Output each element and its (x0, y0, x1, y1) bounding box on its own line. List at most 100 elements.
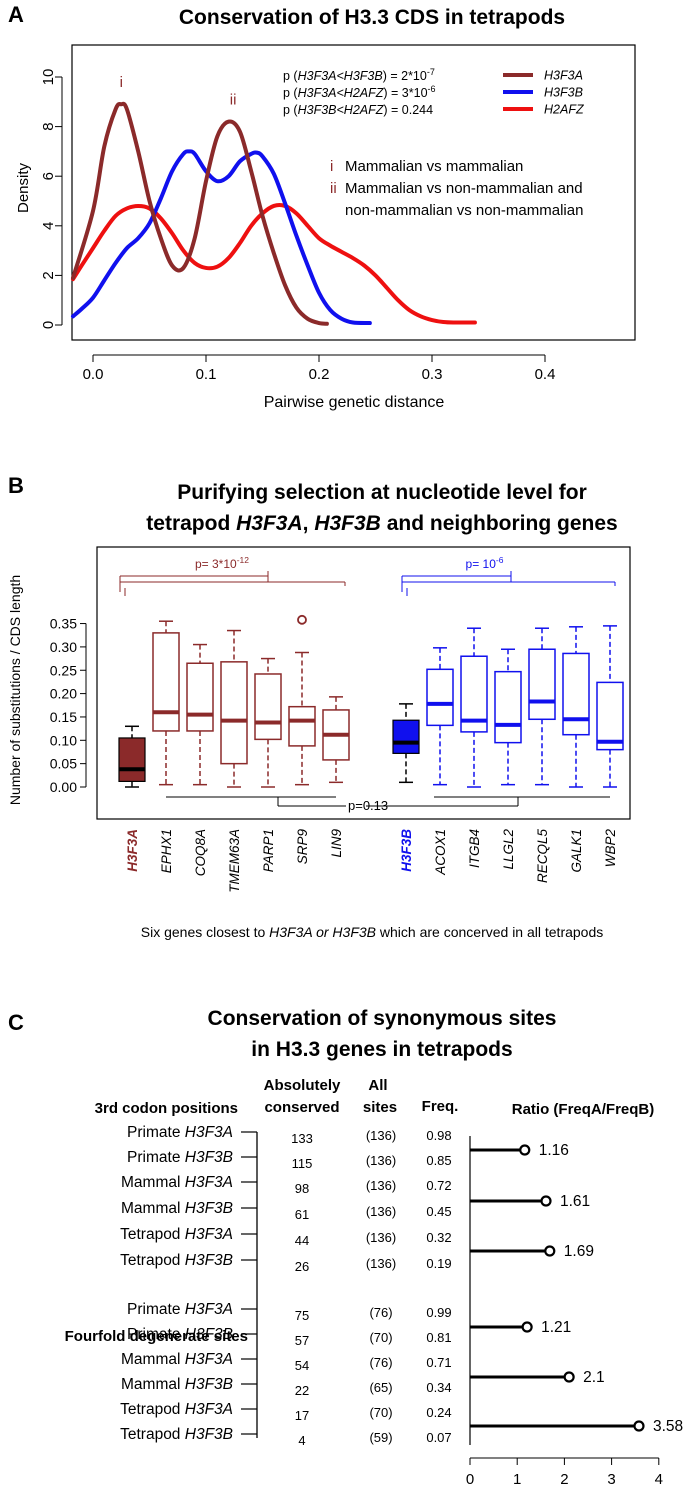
header-all: All (368, 1077, 387, 1094)
panel-c-title-line1: Conservation of synonymous sites (208, 1007, 557, 1030)
abs-conserved-value: 57 (295, 1333, 309, 1348)
bracket-pvalue: p= 10-6 (466, 555, 504, 571)
text-span: H3F3B (185, 1426, 233, 1443)
pvalue-line: p (H3F3A<H2AFZ) = 3*10-6 (283, 84, 436, 100)
y-tick-label: 10 (40, 69, 57, 86)
abs-conserved-value: 17 (295, 1408, 309, 1423)
text-span: p= 3*10 (195, 557, 237, 571)
ratio-x-tick-label: 4 (655, 1471, 663, 1488)
gene-label-h3f3a: H3F3A (125, 829, 140, 872)
ratio-label: 1.16 (539, 1142, 569, 1159)
box-body (426, 668, 454, 727)
freq-value: 0.24 (426, 1405, 451, 1420)
text-span: which are concerved in all tetrapods (376, 924, 603, 940)
ratio-point (519, 1144, 531, 1156)
abs-conserved-value: 133 (291, 1131, 313, 1146)
text-span: Tetrapod (120, 1252, 185, 1269)
text-span: and neighboring genes (381, 512, 618, 535)
box-h3f3a (118, 725, 146, 788)
box-body (152, 632, 180, 732)
row-label: Mammal H3F3B (121, 1200, 233, 1217)
table-row: Tetrapod H3F3B 4 (59) 0.07 (120, 1426, 452, 1448)
panel-b-boxes (118, 614, 624, 788)
header-freq: Freq. (422, 1098, 459, 1115)
panel-b: B Purifying selection at nucleotide leve… (7, 473, 631, 940)
box-acox1 (426, 647, 454, 786)
box-ephx1 (152, 620, 180, 786)
text-span: Tetrapod (120, 1401, 185, 1418)
annotation-text: non-mammalian vs non-mammalian (345, 202, 583, 219)
bottom-pvalue: p=0.13 (348, 798, 388, 813)
box-tmem63a (220, 629, 248, 788)
panel-a-annotations: i Mammalian vs mammalian ii Mammalian vs no… (330, 158, 583, 219)
all-sites-value: (70) (369, 1405, 392, 1420)
panel-b-gene-labels: H3F3A EPHX1 COQ8A TMEM63A PARP1 SRP9 LIN9 H3F3B… (125, 829, 618, 893)
text-span: H3F3A (185, 1351, 233, 1368)
box-body (288, 705, 316, 747)
all-sites-value: (70) (369, 1330, 392, 1345)
gene-label-tmem63a: TMEM63A (227, 829, 242, 893)
box-body (254, 673, 282, 741)
text-span: , (303, 512, 315, 535)
text-span: Primate (127, 1124, 185, 1141)
panel-a: A Conservation of H3.3 CDS in tetrapods … (8, 2, 636, 411)
panel-b-letter: B (8, 473, 24, 498)
text-span: ) = 2*10 (383, 69, 427, 83)
text-span: p ( (283, 86, 298, 100)
y-tick-label: 0.15 (50, 709, 77, 725)
text-span: H3F3B (314, 512, 381, 535)
box-body (528, 648, 556, 721)
box-body (562, 652, 590, 736)
table-row: Primate H3F3B 115 (136) 0.85 (127, 1149, 452, 1171)
table-row: Mammal H3F3A 98 (136) 0.72 (121, 1174, 452, 1196)
row-label: Tetrapod H3F3B (120, 1426, 233, 1443)
y-tick-label: 8 (40, 122, 57, 130)
abs-conserved-value: 26 (295, 1259, 309, 1274)
panel-a-axes: 0.0 0.1 0.2 0.3 0.4 0 2 4 6 8 10 (40, 69, 555, 383)
annotation-text: Mammalian vs non-mammalian and (345, 180, 583, 197)
table-row: Mammal H3F3B 61 (136) 0.45 (121, 1200, 452, 1222)
text-span: H3F3A or H3F3B (269, 924, 376, 940)
text-span: H3F3B (185, 1149, 233, 1166)
text-span: H3F3B (185, 1326, 233, 1343)
text-span: Mammal (121, 1376, 185, 1393)
text-span: -6 (428, 84, 436, 94)
gene-label-recql5: RECQL5 (535, 829, 550, 884)
y-tick-label: 2 (40, 271, 57, 279)
ratio-label: 1.61 (560, 1193, 590, 1210)
text-span: H3F3B<H2AFZ (298, 103, 384, 117)
ratio-label: 2.1 (583, 1369, 605, 1386)
text-span: H3F3B (185, 1200, 233, 1217)
x-tick-label: 0.2 (309, 366, 330, 383)
text-span: H3F3A (185, 1226, 233, 1243)
y-tick-label: 0.00 (50, 779, 77, 795)
legend-label: H3F3A (544, 69, 583, 83)
y-tick-label: 0 (40, 321, 57, 329)
text-span: -6 (496, 555, 504, 565)
text-span: ) = 0.244 (383, 103, 433, 117)
text-span: ) = 3*10 (383, 86, 427, 100)
text-span: -12 (237, 555, 250, 565)
y-tick-label: 0.30 (50, 639, 77, 655)
x-tick-label: 0.4 (535, 366, 556, 383)
table-row: Mammal H3F3B 22 (65) 0.34 (121, 1376, 452, 1398)
row-label: Mammal H3F3A (121, 1174, 233, 1191)
gene-label-galk1: GALK1 (569, 829, 584, 873)
gene-label-llgl2: LLGL2 (501, 829, 516, 870)
panel-c: C Conservation of synonymous sites in H3… (8, 1007, 683, 1488)
text-span: H3F3A (185, 1301, 233, 1318)
box-body (220, 661, 248, 765)
panel-b-ylabel: Number of substitutions / CDS length (7, 575, 23, 805)
text-span: Primate (127, 1326, 185, 1343)
table-row: Primate H3F3B 57 (70) 0.81 (127, 1326, 452, 1348)
x-tick-label: 0.0 (83, 366, 104, 383)
abs-conserved-value: 54 (295, 1358, 309, 1373)
legend-label: H2AFZ (544, 103, 584, 117)
legend-label: H3F3B (544, 86, 583, 100)
box-parp1 (254, 657, 282, 788)
y-tick-label: 6 (40, 172, 57, 180)
panel-b-title-line2: tetrapod H3F3A, H3F3B and neighboring ge… (146, 512, 617, 535)
pvalue-line: p (H3F3B<H2AFZ) = 0.244 (283, 103, 433, 117)
density-curve-h3f3b (71, 149, 372, 326)
panel-a-pvalues: p (H3F3A<H3F3B) = 2*10-7p (H3F3A<H2AFZ) … (283, 67, 436, 117)
